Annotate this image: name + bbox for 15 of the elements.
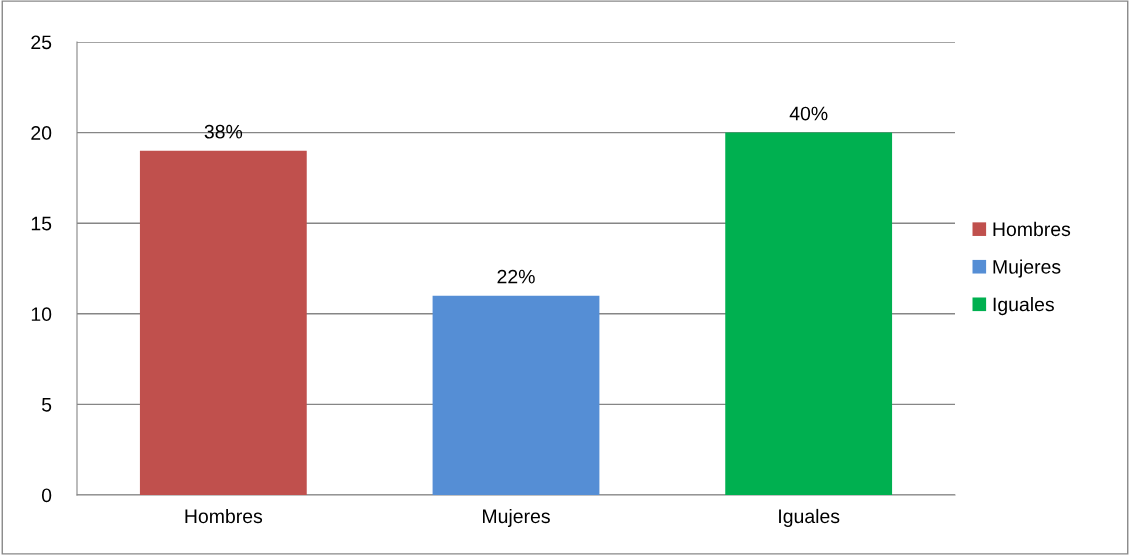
y-tick-label: 0 xyxy=(41,488,52,503)
y-tick-label: 20 xyxy=(31,126,52,140)
annotation: 38% xyxy=(204,124,243,139)
annotation: 40% xyxy=(789,106,828,121)
y-tick-label: 10 xyxy=(31,307,52,322)
x-tick-label: Iguales xyxy=(779,508,840,528)
x-tick-label: Hombres xyxy=(185,508,263,524)
annotation: 22% xyxy=(497,269,535,284)
y-tick-label: 5 xyxy=(41,398,52,412)
legend-label: Mujeres xyxy=(993,259,1061,278)
y-tick-label: 15 xyxy=(31,216,52,231)
legend-label: Iguales xyxy=(993,297,1054,316)
legend-label: Hombres xyxy=(993,221,1071,237)
x-tick-label: Mujeres xyxy=(483,508,550,528)
y-tick-label: 25 xyxy=(31,35,52,50)
